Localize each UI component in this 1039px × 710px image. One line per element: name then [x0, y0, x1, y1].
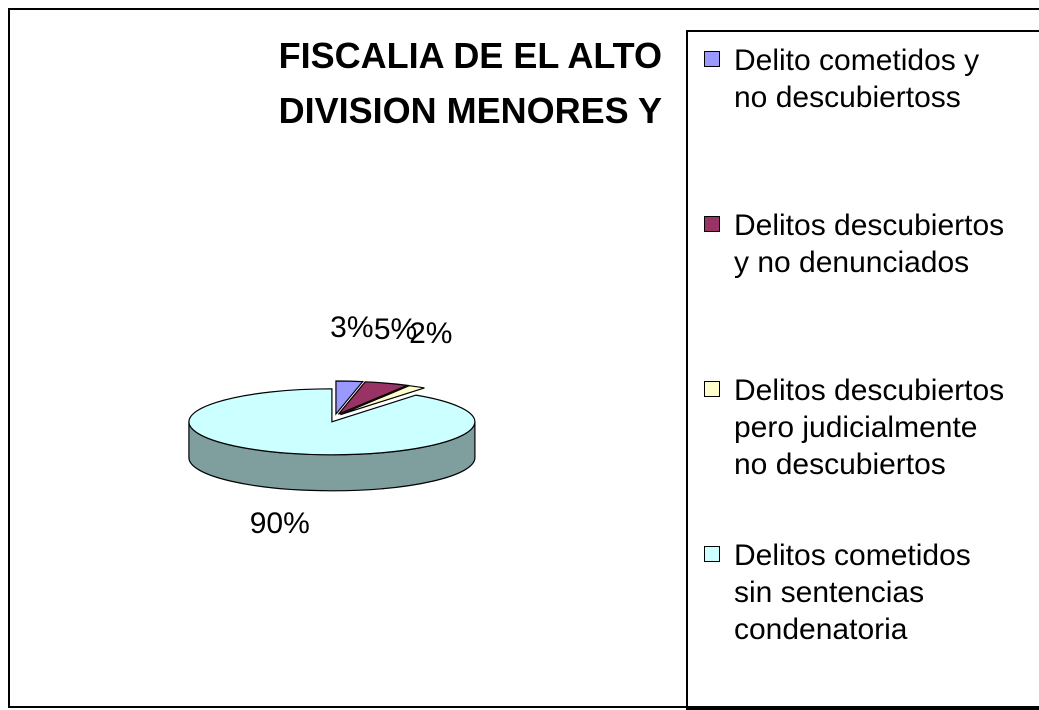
legend-label: Delitos cometidos sin sentencias condena…: [734, 539, 971, 646]
chart-title: FISCALIA DE EL ALTO: [279, 35, 662, 76]
data-label: 3%: [330, 311, 373, 344]
pie-slice: [188, 388, 476, 456]
legend-entry: Delitos descubiertos y no denunciados: [704, 207, 1014, 281]
chart: FISCALIA DE EL ALTO DIVISION MENORES Y 3…: [188, 35, 662, 540]
pie-slice: [335, 380, 364, 416]
legend-entry: Delito cometidos y no descubiertoss: [704, 42, 1014, 116]
legend-entry: Delitos cometidos sin sentencias condena…: [704, 537, 1014, 648]
pie-slice: [337, 381, 410, 415]
data-label: 5%: [374, 313, 417, 346]
chart-title: DIVISION MENORES Y: [279, 90, 662, 131]
data-label: 2%: [409, 317, 452, 350]
legend-label: Delitos descubiertos pero judicialmente …: [734, 374, 1005, 481]
pie-slice: [340, 385, 425, 416]
data-label: 90%: [250, 507, 310, 540]
legend-entry: Delitos descubiertos pero judicialmente …: [704, 372, 1014, 483]
legend-swatch: [704, 216, 720, 232]
legend-swatch: [704, 546, 720, 562]
legend: Delito cometidos y no descubiertoss Delit…: [686, 30, 1039, 710]
legend-label: Delito cometidos y no descubiertoss: [734, 44, 980, 114]
legend-swatch: [704, 381, 720, 397]
pie-tops: [188, 380, 476, 456]
legend-swatch: [704, 51, 720, 67]
legend-label: Delitos descubiertos y no denunciados: [734, 209, 1005, 279]
